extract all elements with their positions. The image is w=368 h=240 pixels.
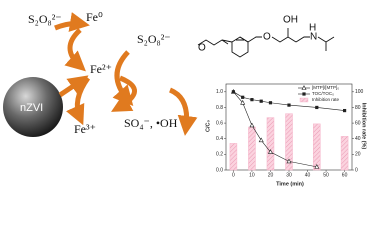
x-tick-label: 20 xyxy=(268,172,274,178)
x-tick-label: 60 xyxy=(342,172,348,178)
bar xyxy=(340,136,349,171)
atom: OH xyxy=(283,15,298,26)
x-tick-label: 50 xyxy=(323,172,329,178)
marker xyxy=(231,90,236,94)
x-tick-label: 40 xyxy=(305,172,311,178)
marker xyxy=(286,158,292,164)
marker xyxy=(268,101,273,105)
arrow xyxy=(111,75,137,112)
chart: Time (min) C/C₀ Inhibition rate (%) 0 10 2… xyxy=(205,83,367,187)
label: S₂O₈²⁻ xyxy=(28,12,62,26)
molecule: O O OH N H xyxy=(197,15,335,58)
y2-tick-label: 80 xyxy=(355,105,361,111)
bar xyxy=(313,123,321,171)
arrow xyxy=(54,12,90,32)
y-tick-label: 0.0 xyxy=(216,167,223,173)
marker xyxy=(259,99,263,103)
x-tick-label: 0 xyxy=(232,172,235,178)
y-tick-label: 0.8 xyxy=(216,105,223,111)
mechanism: S₂O₈²⁻ Fe⁰ nZVI Fe²⁺ S₂O₈²⁻ Fe³⁺ SO₄⁻, •… xyxy=(3,10,198,137)
marker xyxy=(240,99,246,105)
bar xyxy=(229,143,238,171)
atom: N xyxy=(310,32,317,43)
marker xyxy=(250,98,254,102)
label: Fe³⁺ xyxy=(74,122,96,136)
legend-label: [MTP]/[MTP]₀ xyxy=(312,85,339,90)
legend-marker xyxy=(301,85,307,90)
atom: H xyxy=(309,23,316,34)
bond xyxy=(236,36,249,43)
x-tick-label: 10 xyxy=(249,172,255,178)
arrow xyxy=(58,75,89,98)
label: Fe²⁺ xyxy=(90,62,112,76)
marker xyxy=(258,137,264,143)
atom: O xyxy=(198,43,206,54)
atom: O xyxy=(263,32,271,43)
bar xyxy=(248,126,256,171)
y-tick-label: 1.0 xyxy=(216,89,223,95)
legend-marker xyxy=(302,92,306,96)
y-tick-label: 0.2 xyxy=(216,152,223,158)
label: nZVI xyxy=(20,102,43,114)
marker xyxy=(287,103,291,107)
arrow xyxy=(64,28,86,72)
marker xyxy=(314,164,320,169)
y2-tick-label: 100 xyxy=(355,89,364,95)
marker xyxy=(342,108,347,113)
marker xyxy=(241,95,245,99)
y-tick-label: 0.6 xyxy=(216,120,223,126)
arrows xyxy=(54,12,198,136)
y-axis-title: C/C₀ xyxy=(205,120,211,132)
y2-tick-label: 20 xyxy=(355,152,361,158)
bar xyxy=(285,113,293,171)
y2-tick-label: 0 xyxy=(355,167,358,173)
y2-tick-label: 40 xyxy=(355,136,361,142)
legend-label: Inhibition rate xyxy=(312,97,340,102)
bar xyxy=(266,117,275,171)
marker xyxy=(315,105,319,110)
marker xyxy=(267,149,273,154)
legend-swatch xyxy=(299,97,309,103)
y2-axis-title: Inhibition rate (%) xyxy=(361,103,367,150)
graphical-abstract: S₂O₈²⁻ Fe⁰ nZVI Fe²⁺ S₂O₈²⁻ Fe³⁺ SO₄⁻, •… xyxy=(3,10,367,187)
arrow xyxy=(168,87,198,136)
x-tick-label: 30 xyxy=(286,172,292,178)
y-tick-label: 0.4 xyxy=(216,136,223,142)
label: SO₄⁻, •OH xyxy=(124,116,178,130)
nzvi-sphere xyxy=(3,77,63,137)
marker xyxy=(249,122,255,128)
bond xyxy=(197,39,229,46)
label: S₂O₈²⁻ xyxy=(137,32,171,46)
label: Fe⁰ xyxy=(86,10,103,24)
bond xyxy=(221,28,335,51)
arrow xyxy=(112,50,134,107)
legend-label: TOC/TOC₀ xyxy=(312,91,334,96)
y2-tick-label: 60 xyxy=(355,120,361,126)
x-axis-title: Time (min) xyxy=(276,181,304,187)
